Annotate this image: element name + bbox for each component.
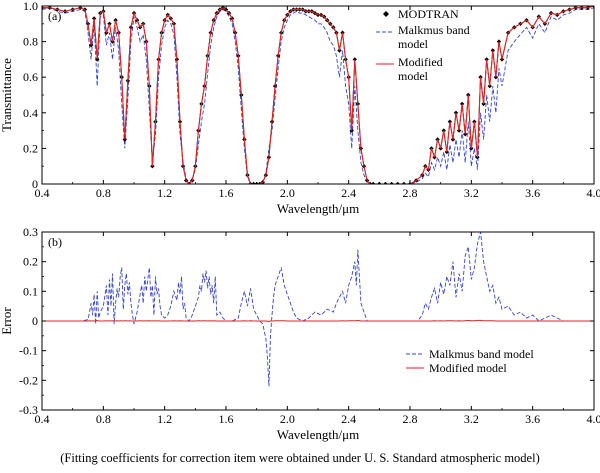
x-tick-label-a: 2.4	[341, 186, 356, 200]
x-tick-label-a: 3.2	[464, 186, 479, 200]
panel-a: 0.4 0.8 1.2 1.6 2.0 2.4 2.8 3.2 3.6 4.0 0 0.2 0.4 0.6…	[0, 0, 600, 216]
legend-label-modified: Modified model	[429, 361, 507, 375]
y-tick-label-b: 0.1	[23, 284, 38, 298]
x-tick-label-b: 2.4	[341, 412, 356, 426]
legend-label-malkmus: Malkmus band model	[398, 23, 470, 51]
panel-b: 0.4 0.8 1.2 1.6 2.0 2.4 2.8 3.2 3.6 4.0 -0.3 -0.2 -0…	[0, 225, 600, 442]
x-tick-label-a: 2.0	[280, 186, 295, 200]
y-tick-label-a: 0.2	[23, 141, 38, 155]
plot-frame-a	[41, 5, 595, 185]
x-axis-label-b: Wavelength/μm	[277, 427, 359, 442]
legend-a: MODTRAN Malkmus band model Modified model	[376, 7, 470, 83]
x-tick-label-b: 0.8	[96, 412, 111, 426]
y-tick-label-a: 1.0	[23, 0, 38, 13]
y-tick-label-b: 0.3	[23, 225, 38, 239]
modtran-point	[371, 181, 376, 184]
x-tick-label-b: 2.8	[403, 412, 418, 426]
y-tick-label-b: -0.1	[19, 344, 38, 358]
x-tick-label-a: 4.0	[587, 186, 600, 200]
y-tick-label-b: 0.2	[23, 255, 38, 269]
modtran-point	[251, 181, 256, 184]
x-tick-label-a: 1.2	[157, 186, 172, 200]
panel-label-a: (a)	[48, 9, 61, 23]
x-tick-label-a: 0.4	[35, 186, 50, 200]
figure-caption: (Fitting coefficients for correction ite…	[60, 451, 540, 465]
y-axis-label-b: Error	[0, 307, 14, 335]
series-line-modtran-a	[42, 6, 594, 184]
legend-marker-modtran	[383, 11, 389, 17]
series-line-malkmus-band-model-a	[42, 7, 594, 184]
legend-label-malkmus: Malkmus band model	[429, 347, 534, 361]
x-tick-label-b: 2.0	[280, 412, 295, 426]
series-line-malkmus-band-model-b	[42, 232, 594, 387]
legend-label-modified: Modified model	[398, 55, 443, 83]
series-line-modified-model-a	[42, 6, 594, 184]
x-tick-label-a: 0.8	[96, 186, 111, 200]
x-tick-label-b: 4.0	[587, 412, 600, 426]
x-axis-label-a: Wavelength/μm	[277, 201, 359, 216]
x-tick-label-b: 1.2	[157, 412, 172, 426]
x-tick-label-a: 1.6	[219, 186, 234, 200]
modtran-point	[389, 181, 394, 184]
y-tick-label-a: 0.4	[23, 106, 38, 120]
panel-label-b: (b)	[48, 235, 62, 249]
x-tick-label-b: 3.2	[464, 412, 479, 426]
series-group-b	[42, 232, 594, 387]
y-tick-label-a: 0.6	[23, 70, 38, 84]
x-tick-label-b: 1.6	[219, 412, 234, 426]
y-tick-label-b: -0.2	[19, 373, 38, 387]
modtran-point	[395, 181, 400, 184]
y-tick-label-a: 0	[32, 177, 38, 191]
series-group-a	[42, 6, 594, 184]
y-tick-label-b: 0	[32, 314, 38, 328]
x-tick-label-b: 3.6	[525, 412, 540, 426]
x-tick-label-a: 3.6	[525, 186, 540, 200]
modtran-point	[401, 181, 407, 184]
x-tick-label-b: 0.4	[35, 412, 50, 426]
x-tick-label-a: 2.8	[403, 186, 418, 200]
y-tick-label-b: -0.3	[19, 403, 38, 417]
y-tick-label-a: 0.8	[23, 35, 38, 49]
y-axis-label-a: Transmittance	[0, 58, 14, 132]
legend-label-modtran: MODTRAN	[398, 7, 459, 21]
modtran-point	[383, 181, 388, 184]
series-line-modified-model-b	[42, 319, 594, 323]
